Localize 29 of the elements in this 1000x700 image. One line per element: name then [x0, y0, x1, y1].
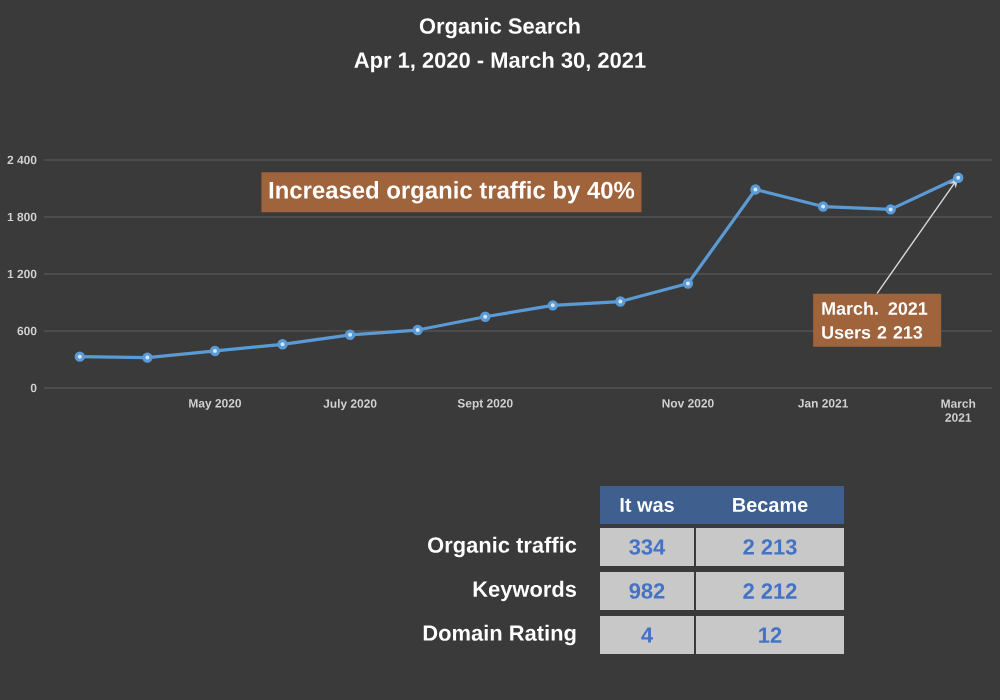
text: 4 — [641, 627, 653, 643]
point — [277, 339, 288, 350]
point — [750, 184, 761, 195]
point — [412, 324, 423, 336]
text: Domain Rating — [423, 624, 576, 646]
point — [885, 204, 896, 215]
point — [615, 296, 626, 307]
point — [547, 300, 559, 311]
point — [682, 278, 694, 289]
text: 2 213 — [743, 539, 797, 555]
point — [480, 311, 491, 322]
point — [344, 329, 356, 340]
point — [817, 201, 829, 212]
text: Keywords — [473, 580, 577, 602]
chart-subtitle: Apr 1, 2020 - March 30, 2021 — [354, 51, 646, 73]
point — [74, 351, 86, 362]
point — [142, 352, 153, 363]
text: 982 — [629, 583, 665, 599]
text: 12 — [759, 627, 782, 643]
text: It was — [620, 498, 674, 512]
point — [209, 345, 221, 357]
annotation: Increased organic traffic by 40% — [269, 181, 635, 204]
text: 334 — [629, 539, 666, 555]
text: Organic traffic — [428, 536, 577, 558]
point — [953, 172, 964, 183]
text: Became — [733, 498, 808, 512]
text: 2 212 — [743, 583, 797, 599]
chart-title: Organic Search — [419, 17, 580, 39]
annotation: March. 2021 Users 2 213 — [822, 301, 928, 339]
